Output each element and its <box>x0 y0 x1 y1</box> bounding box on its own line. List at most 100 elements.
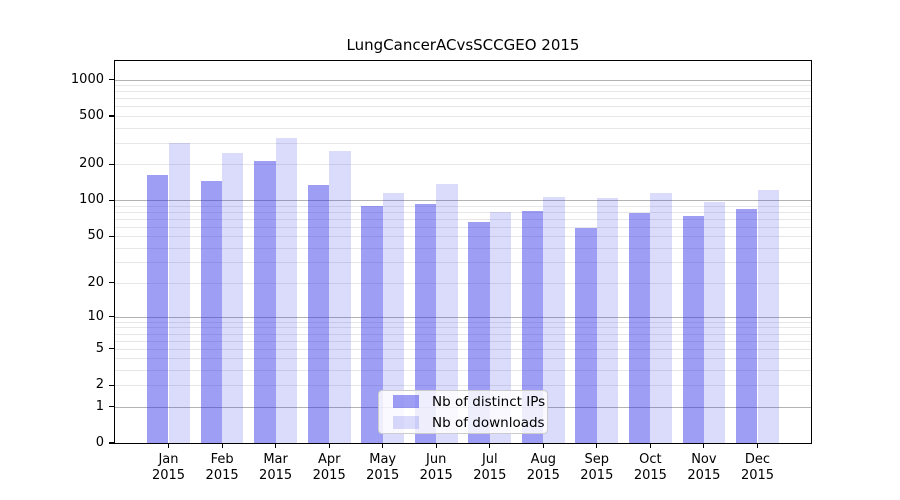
x-tick-mark <box>167 443 170 448</box>
gridline-minor <box>115 106 811 108</box>
x-tick-mark <box>328 443 330 448</box>
legend-label-downloads: Nb of downloads <box>432 414 545 431</box>
y-tick-mark <box>109 79 114 81</box>
legend-entry-distinct-ips: Nb of distinct IPs <box>387 394 545 410</box>
y-tick-label: 0 <box>95 435 104 450</box>
bar-distinct-ips-sep <box>575 227 597 443</box>
x-tick-label-nov: Nov 2015 <box>687 452 721 483</box>
bar-distinct-ips-jan <box>147 174 169 443</box>
gridline-minor <box>115 358 811 360</box>
bar-distinct-ips-may <box>361 205 383 443</box>
x-tick-label-jun: Jun 2015 <box>419 452 453 483</box>
y-tick-label: 20 <box>87 274 104 290</box>
y-tick-label: 200 <box>79 156 104 172</box>
x-tick-mark <box>435 443 437 448</box>
gridline-minor <box>115 262 811 264</box>
x-tick-mark <box>756 443 759 448</box>
x-tick-mark <box>221 443 223 448</box>
y-tick-label: 100 <box>79 192 104 208</box>
bar-distinct-ips-mar <box>254 160 276 443</box>
x-tick-label-dec: Dec 2015 <box>740 452 775 483</box>
bar-downloads-oct <box>650 192 672 443</box>
y-tick-label: 50 <box>87 228 104 244</box>
x-tick-mark <box>489 443 491 448</box>
gridline-major <box>115 316 811 318</box>
gridline-minor <box>115 91 811 93</box>
x-tick-label-mar: Mar 2015 <box>259 452 293 483</box>
y-tick-label: 1 <box>95 398 104 414</box>
y-tick-mark <box>109 163 114 165</box>
gridline-minor <box>115 218 811 220</box>
gridline-minor <box>115 385 811 387</box>
bar-distinct-ips-dec <box>736 208 758 443</box>
y-tick-mark <box>109 405 114 408</box>
y-tick-mark <box>109 442 114 444</box>
bar-distinct-ips-apr <box>307 185 330 443</box>
bar-distinct-ips-jun <box>414 203 437 443</box>
bar-downloads-jan <box>168 142 190 443</box>
gridline-minor <box>115 211 811 213</box>
x-tick-mark <box>275 443 277 448</box>
x-tick-mark <box>649 443 651 448</box>
x-tick-label-jan: Jan 2015 <box>151 452 186 483</box>
gridline-major <box>115 200 811 202</box>
gridline-minor <box>115 327 811 329</box>
y-tick-mark <box>109 384 114 386</box>
gridline-minor <box>115 370 811 372</box>
y-tick-mark <box>109 348 114 350</box>
bar-distinct-ips-aug <box>521 210 544 443</box>
x-tick-label-aug: Aug 2015 <box>526 452 560 483</box>
y-tick-mark <box>109 235 114 237</box>
gridline-minor <box>115 85 811 87</box>
x-tick-label-jul: Jul 2015 <box>473 452 507 483</box>
bar-distinct-ips-nov <box>682 215 704 443</box>
gridline-minor <box>115 164 811 166</box>
bar-downloads-apr <box>329 150 351 443</box>
gridline-minor <box>115 226 811 228</box>
legend-label-distinct-ips: Nb of distinct IPs <box>432 393 546 410</box>
x-tick-mark <box>542 443 544 448</box>
gridline-minor <box>115 340 811 342</box>
gridline-minor <box>115 236 811 238</box>
gridline-minor <box>115 348 811 350</box>
bar-downloads-nov <box>703 201 726 443</box>
y-tick-mark <box>109 115 114 117</box>
x-tick-mark <box>382 443 384 448</box>
gridline-major <box>115 79 811 81</box>
gridline-minor <box>115 333 811 335</box>
bar-downloads-mar <box>275 138 297 443</box>
y-tick-label: 2 <box>95 377 104 393</box>
x-tick-mark <box>596 443 598 448</box>
gridline-minor <box>115 282 811 284</box>
gridline-minor <box>115 142 811 144</box>
y-tick-label: 1000 <box>70 71 104 87</box>
bar-downloads-may <box>382 193 405 443</box>
legend: Nb of distinct IPs Nb of downloads <box>378 390 548 434</box>
gridline-minor <box>115 116 811 117</box>
bar-downloads-sep <box>596 197 619 443</box>
bar-downloads-dec <box>757 189 779 443</box>
gridline-minor <box>115 205 811 207</box>
legend-entry-downloads: Nb of downloads <box>387 415 545 431</box>
y-tick-mark <box>109 282 114 284</box>
bar-downloads-jun <box>436 184 458 443</box>
bar-downloads-jul <box>489 211 512 443</box>
x-tick-mark <box>703 443 705 448</box>
gridline-minor <box>115 321 811 323</box>
gridline-minor <box>115 247 811 249</box>
gridline-minor <box>115 98 811 100</box>
y-tick-mark <box>109 316 114 318</box>
bar-downloads-aug <box>543 196 565 443</box>
chart-title: LungCancerACvsSCCGEO 2015 <box>346 36 580 54</box>
y-tick-mark <box>109 199 114 201</box>
x-tick-label-feb: Feb 2015 <box>205 452 239 483</box>
bar-distinct-ips-jul <box>468 221 490 443</box>
x-tick-label-sep: Sep 2015 <box>580 452 614 483</box>
legend-swatch-downloads <box>393 416 419 429</box>
y-tick-label: 500 <box>79 108 104 123</box>
plot-area <box>115 61 811 443</box>
y-tick-label: 10 <box>87 308 104 324</box>
x-tick-label-oct: Oct 2015 <box>633 452 667 483</box>
x-tick-label-may: May 2015 <box>366 452 400 483</box>
